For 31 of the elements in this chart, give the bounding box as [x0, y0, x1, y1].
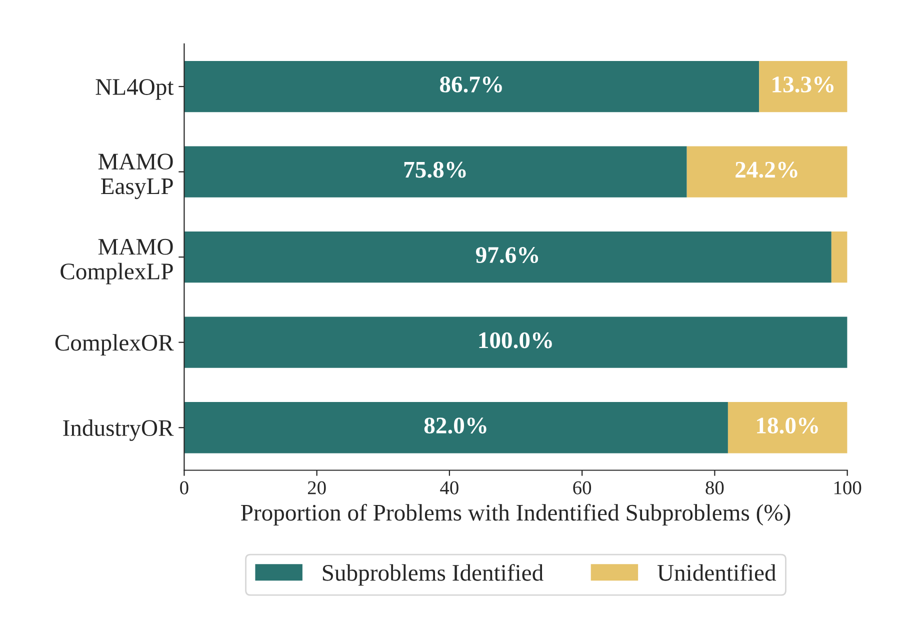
- y-tick-label: IndustryOR: [63, 419, 174, 441]
- x-tick-label: 80: [706, 481, 724, 494]
- y-tick-label: MAMO EasyLP: [98, 154, 173, 200]
- bar: [184, 60, 760, 112]
- bar: [184, 231, 832, 283]
- data-label: 13.3%: [772, 76, 834, 93]
- x-tick-label: 100: [834, 481, 862, 494]
- bar: [759, 60, 848, 112]
- bar: [184, 402, 728, 454]
- bar: [728, 402, 848, 454]
- x-axis-title: Proportion of Problems with Indentified Subproblems (%): [241, 504, 790, 526]
- bar: [184, 316, 848, 368]
- y-tick-label: ComplexOR: [55, 334, 174, 356]
- x-tick-label: 40: [440, 481, 458, 494]
- legend-label: Unidentified: [657, 564, 776, 581]
- bar: [831, 231, 848, 283]
- x-tick-label: 20: [308, 481, 326, 494]
- legend-label: Subproblems Identified: [322, 564, 544, 586]
- data-label: 82.0%: [424, 418, 486, 434]
- x-tick-label: 60: [573, 481, 592, 494]
- data-label: 75.8%: [404, 162, 466, 178]
- x-tick-label: 0: [180, 481, 188, 494]
- y-tick-label: NL4Opt: [96, 79, 174, 100]
- data-label: 86.7%: [440, 76, 502, 93]
- data-label: 100.0%: [479, 332, 552, 348]
- data-label: 24.2%: [736, 162, 798, 178]
- y-tick-label: MAMO ComplexLP: [60, 238, 173, 284]
- data-label: 97.6%: [476, 247, 538, 264]
- data-label: 18.0%: [757, 418, 818, 434]
- bar: [686, 146, 848, 198]
- bar: [184, 146, 687, 198]
